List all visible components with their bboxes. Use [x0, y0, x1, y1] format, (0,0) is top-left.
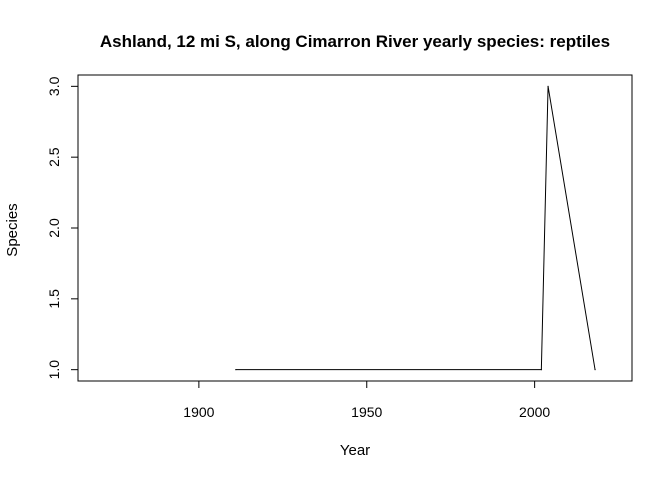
data-point: [547, 85, 549, 87]
data-point: [594, 369, 596, 371]
y-tick-label: 3.0: [46, 76, 62, 96]
data-point: [540, 369, 542, 371]
series-line-reptiles: [235, 86, 596, 371]
x-tick-label: 1950: [351, 404, 382, 420]
x-axis-label: Year: [340, 442, 370, 459]
x-tick-label: 1900: [183, 404, 214, 420]
data-point: [235, 369, 237, 371]
y-tick-label: 1.0: [46, 360, 62, 380]
x-tick-label: 2000: [519, 404, 550, 420]
chart-title: Ashland, 12 mi S, along Cimarron River y…: [100, 32, 610, 51]
series-layer: [235, 85, 596, 371]
y-tick-label: 2.0: [46, 218, 62, 238]
y-axis: 1.0 1.5 2.0 2.5 3.0: [46, 76, 79, 380]
x-axis: 1900 1950 2000: [183, 380, 550, 420]
y-tick-label: 1.5: [46, 289, 62, 309]
y-axis-label: Species: [4, 203, 21, 256]
y-tick-label: 2.5: [46, 147, 62, 167]
